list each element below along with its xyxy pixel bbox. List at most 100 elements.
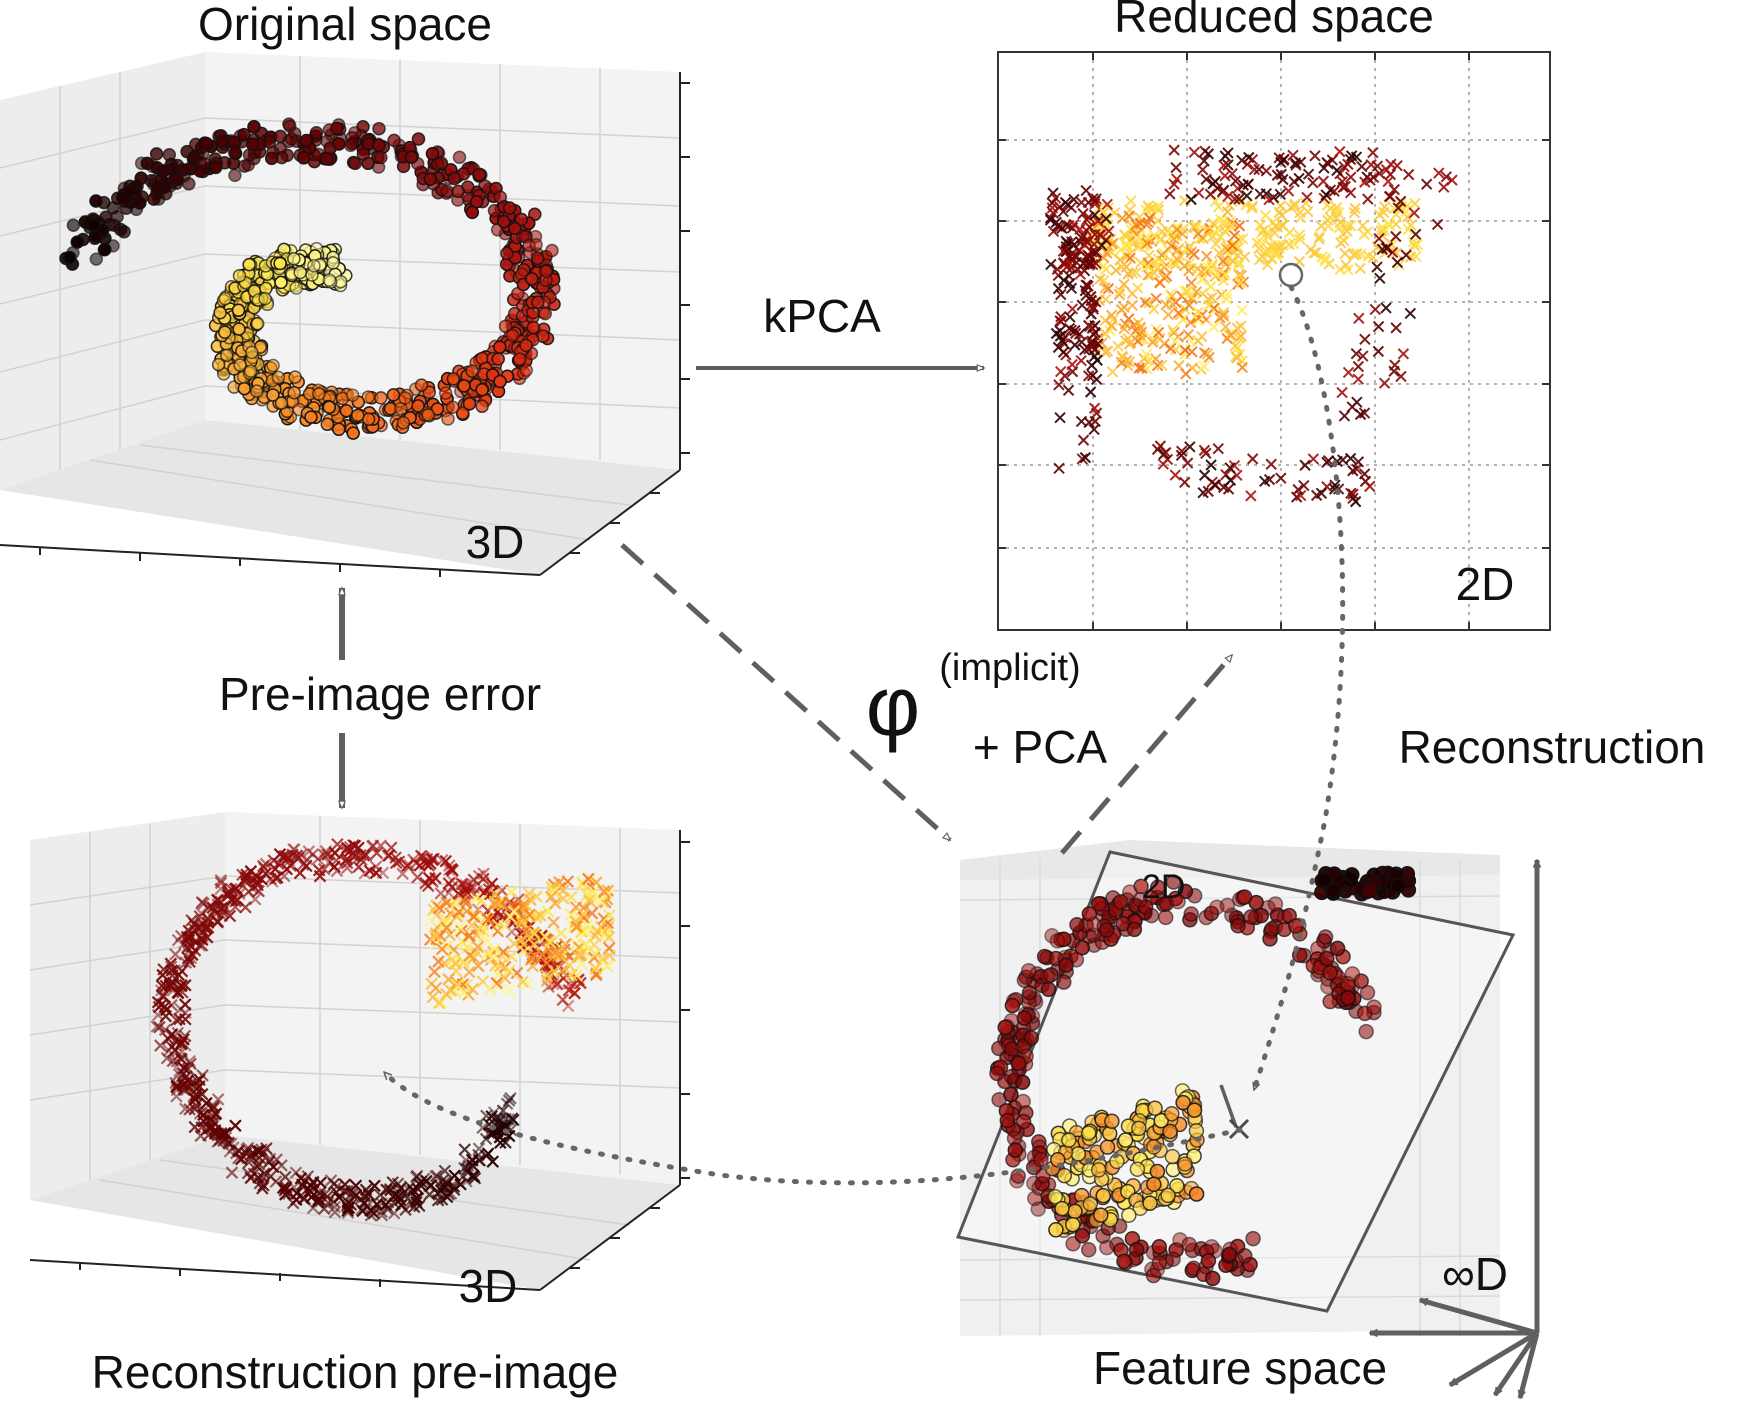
cross-point — [1358, 468, 1371, 480]
cross-point — [1154, 277, 1166, 289]
cross-point — [1187, 221, 1200, 233]
data-point — [455, 406, 470, 420]
cross-point — [577, 911, 591, 925]
data-point — [1316, 872, 1332, 888]
cross-point — [1213, 247, 1225, 260]
data-point — [307, 259, 321, 273]
cross-point — [1378, 206, 1390, 219]
cross-point — [1074, 268, 1087, 280]
cross-point — [370, 1198, 384, 1211]
cross-point — [172, 1068, 186, 1081]
data-point — [70, 235, 85, 249]
data-point — [1133, 878, 1149, 895]
cross-point — [582, 872, 595, 886]
cross-point — [1352, 373, 1364, 385]
cross-point — [1309, 150, 1321, 162]
cross-point — [413, 1177, 426, 1191]
cross-point — [1185, 277, 1198, 289]
cross-point — [1146, 202, 1158, 215]
cross-point — [1386, 246, 1399, 259]
cross-point — [1181, 286, 1194, 298]
data-point — [346, 426, 360, 440]
data-point — [465, 205, 480, 220]
cross-point — [1339, 247, 1351, 260]
cross-point — [1233, 220, 1246, 232]
data-point — [1036, 948, 1053, 965]
cross-point — [474, 894, 488, 907]
cross-point — [1057, 245, 1070, 257]
cross-point — [1081, 214, 1093, 226]
cross-point — [433, 901, 446, 915]
data-point — [1054, 1200, 1070, 1217]
cross-point — [358, 867, 372, 880]
cross-point — [1074, 223, 1086, 235]
cross-point — [206, 901, 220, 915]
data-point — [1221, 1246, 1238, 1263]
data-point — [1007, 1142, 1024, 1158]
data-point — [1129, 1161, 1146, 1177]
cross-point — [1373, 232, 1385, 245]
cross-point — [380, 1202, 394, 1215]
cross-point — [1097, 206, 1110, 218]
cross-point — [189, 1098, 203, 1112]
cross-point — [214, 876, 228, 890]
cross-point — [362, 1188, 376, 1201]
reconstruction-preimage-panel: Reconstruction pre-image 3D — [29, 812, 690, 1398]
cross-point — [1294, 206, 1306, 219]
projection-line — [1219, 1084, 1238, 1128]
cross-point — [528, 938, 541, 951]
cross-point — [467, 910, 481, 923]
data-point — [538, 264, 553, 279]
data-point — [1204, 1238, 1220, 1255]
data-point — [519, 363, 534, 377]
cross-point — [201, 921, 215, 934]
infinite-dim-axes — [1370, 860, 1537, 1398]
data-point — [493, 190, 508, 204]
cross-point — [505, 885, 518, 899]
cross-point — [1364, 480, 1376, 493]
cross-point — [342, 1196, 355, 1210]
data-point — [1165, 874, 1182, 890]
cross-point — [442, 973, 455, 986]
cross-point — [1170, 161, 1182, 174]
data-point — [215, 134, 230, 148]
data-point — [989, 1065, 1005, 1082]
cross-point — [530, 890, 543, 903]
cross-point — [589, 947, 602, 961]
cross-point — [564, 908, 578, 921]
data-point — [493, 374, 507, 389]
cross-point — [1293, 229, 1306, 241]
cross-point — [160, 1051, 174, 1065]
cross-point — [1207, 178, 1219, 190]
cross-point — [540, 974, 554, 987]
cross-point — [1338, 410, 1351, 422]
cross-point — [1069, 324, 1081, 337]
data-point — [1230, 918, 1246, 934]
cross-point — [193, 939, 207, 952]
cross-point — [1222, 147, 1234, 159]
data-point — [264, 151, 279, 166]
cross-point — [549, 945, 563, 959]
cross-point — [1064, 311, 1076, 323]
data-point — [304, 410, 318, 424]
cross-point — [1242, 178, 1254, 190]
cross-point — [432, 955, 445, 968]
data-point — [1093, 1207, 1109, 1223]
cross-point — [1409, 197, 1421, 210]
cross-point — [1179, 348, 1191, 360]
cross-point — [275, 1159, 288, 1172]
cross-point — [1162, 309, 1175, 321]
data-point — [218, 325, 232, 339]
cross-point — [343, 840, 357, 854]
cross-point — [1148, 303, 1160, 315]
data-point — [1319, 950, 1335, 967]
cross-point — [294, 848, 308, 862]
phi-dashed-arrow — [620, 543, 952, 842]
cross-point — [548, 965, 561, 978]
cross-point — [519, 923, 533, 937]
cross-point — [1126, 299, 1139, 312]
cross-point — [528, 927, 541, 941]
data-point — [1061, 1132, 1077, 1148]
cross-point — [1246, 453, 1259, 465]
cross-point — [593, 894, 606, 907]
